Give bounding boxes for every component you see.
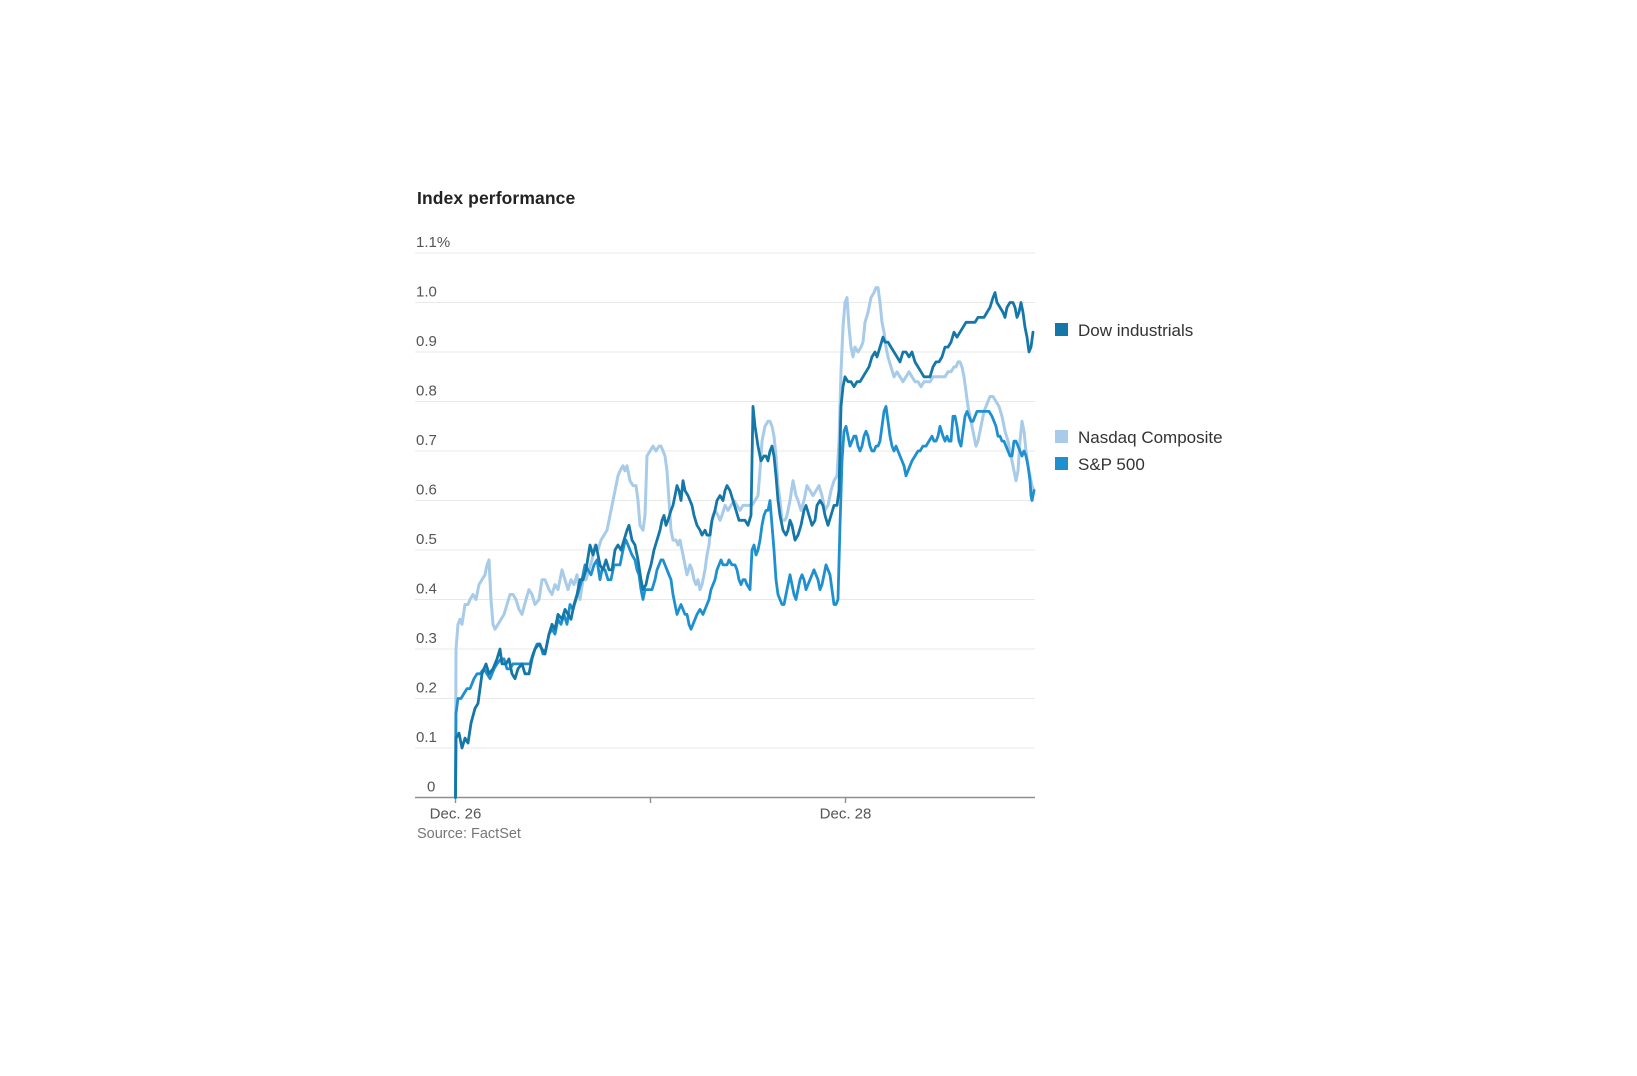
y-axis-label: 0.3 <box>416 630 437 647</box>
legend-label-sp500: S&P 500 <box>1078 455 1145 474</box>
legend-label-dow: Dow industrials <box>1078 321 1193 340</box>
legend-swatch-sp500 <box>1055 457 1068 470</box>
series-line-nasdaq <box>454 286 1036 799</box>
x-axis: Dec. 26 Dec. 28 <box>430 797 872 823</box>
y-axis-label: 0.6 <box>416 482 437 499</box>
source-note: Source: FactSet <box>417 826 521 842</box>
legend-item-sp500: S&P 500 <box>1055 455 1145 474</box>
y-axis-label: 0.8 <box>416 383 437 400</box>
chart-title: Index performance <box>417 188 576 208</box>
y-axis-labels: 1.1% 1.0 0.9 0.8 0.7 0.6 0.5 0.4 0.3 0.2 0.1 0 <box>416 234 450 796</box>
gridlines <box>415 252 1035 799</box>
y-axis-label: 0 <box>427 779 435 796</box>
series-lines <box>454 286 1036 799</box>
x-axis-label: Dec. 26 <box>430 806 482 823</box>
legend-item-nasdaq: Nasdaq Composite <box>1055 428 1223 447</box>
legend-swatch-nasdaq <box>1055 430 1068 443</box>
y-axis-label: 0.1 <box>416 729 437 746</box>
legend: Dow industrials Nasdaq Composite S&P 500 <box>1055 321 1223 474</box>
y-axis-label: 1.1% <box>416 234 450 251</box>
y-axis-label: 0.7 <box>416 432 437 449</box>
legend-item-dow: Dow industrials <box>1055 321 1193 340</box>
x-axis-label: Dec. 28 <box>820 806 872 823</box>
series-line-sp500 <box>454 404 1036 799</box>
y-axis-label: 0.4 <box>416 581 437 598</box>
y-axis-label: 1.0 <box>416 284 437 301</box>
y-axis-label: 0.2 <box>416 680 437 697</box>
legend-swatch-dow <box>1055 323 1068 336</box>
y-axis-label: 0.5 <box>416 531 437 548</box>
y-axis-label: 0.9 <box>416 333 437 350</box>
plot-svg: 1.1% 1.0 0.9 0.8 0.7 0.6 0.5 0.4 0.3 0.2 0.1 0 Dec.… <box>415 234 1223 823</box>
series-line-dow <box>454 291 1035 799</box>
legend-label-nasdaq: Nasdaq Composite <box>1078 428 1223 447</box>
